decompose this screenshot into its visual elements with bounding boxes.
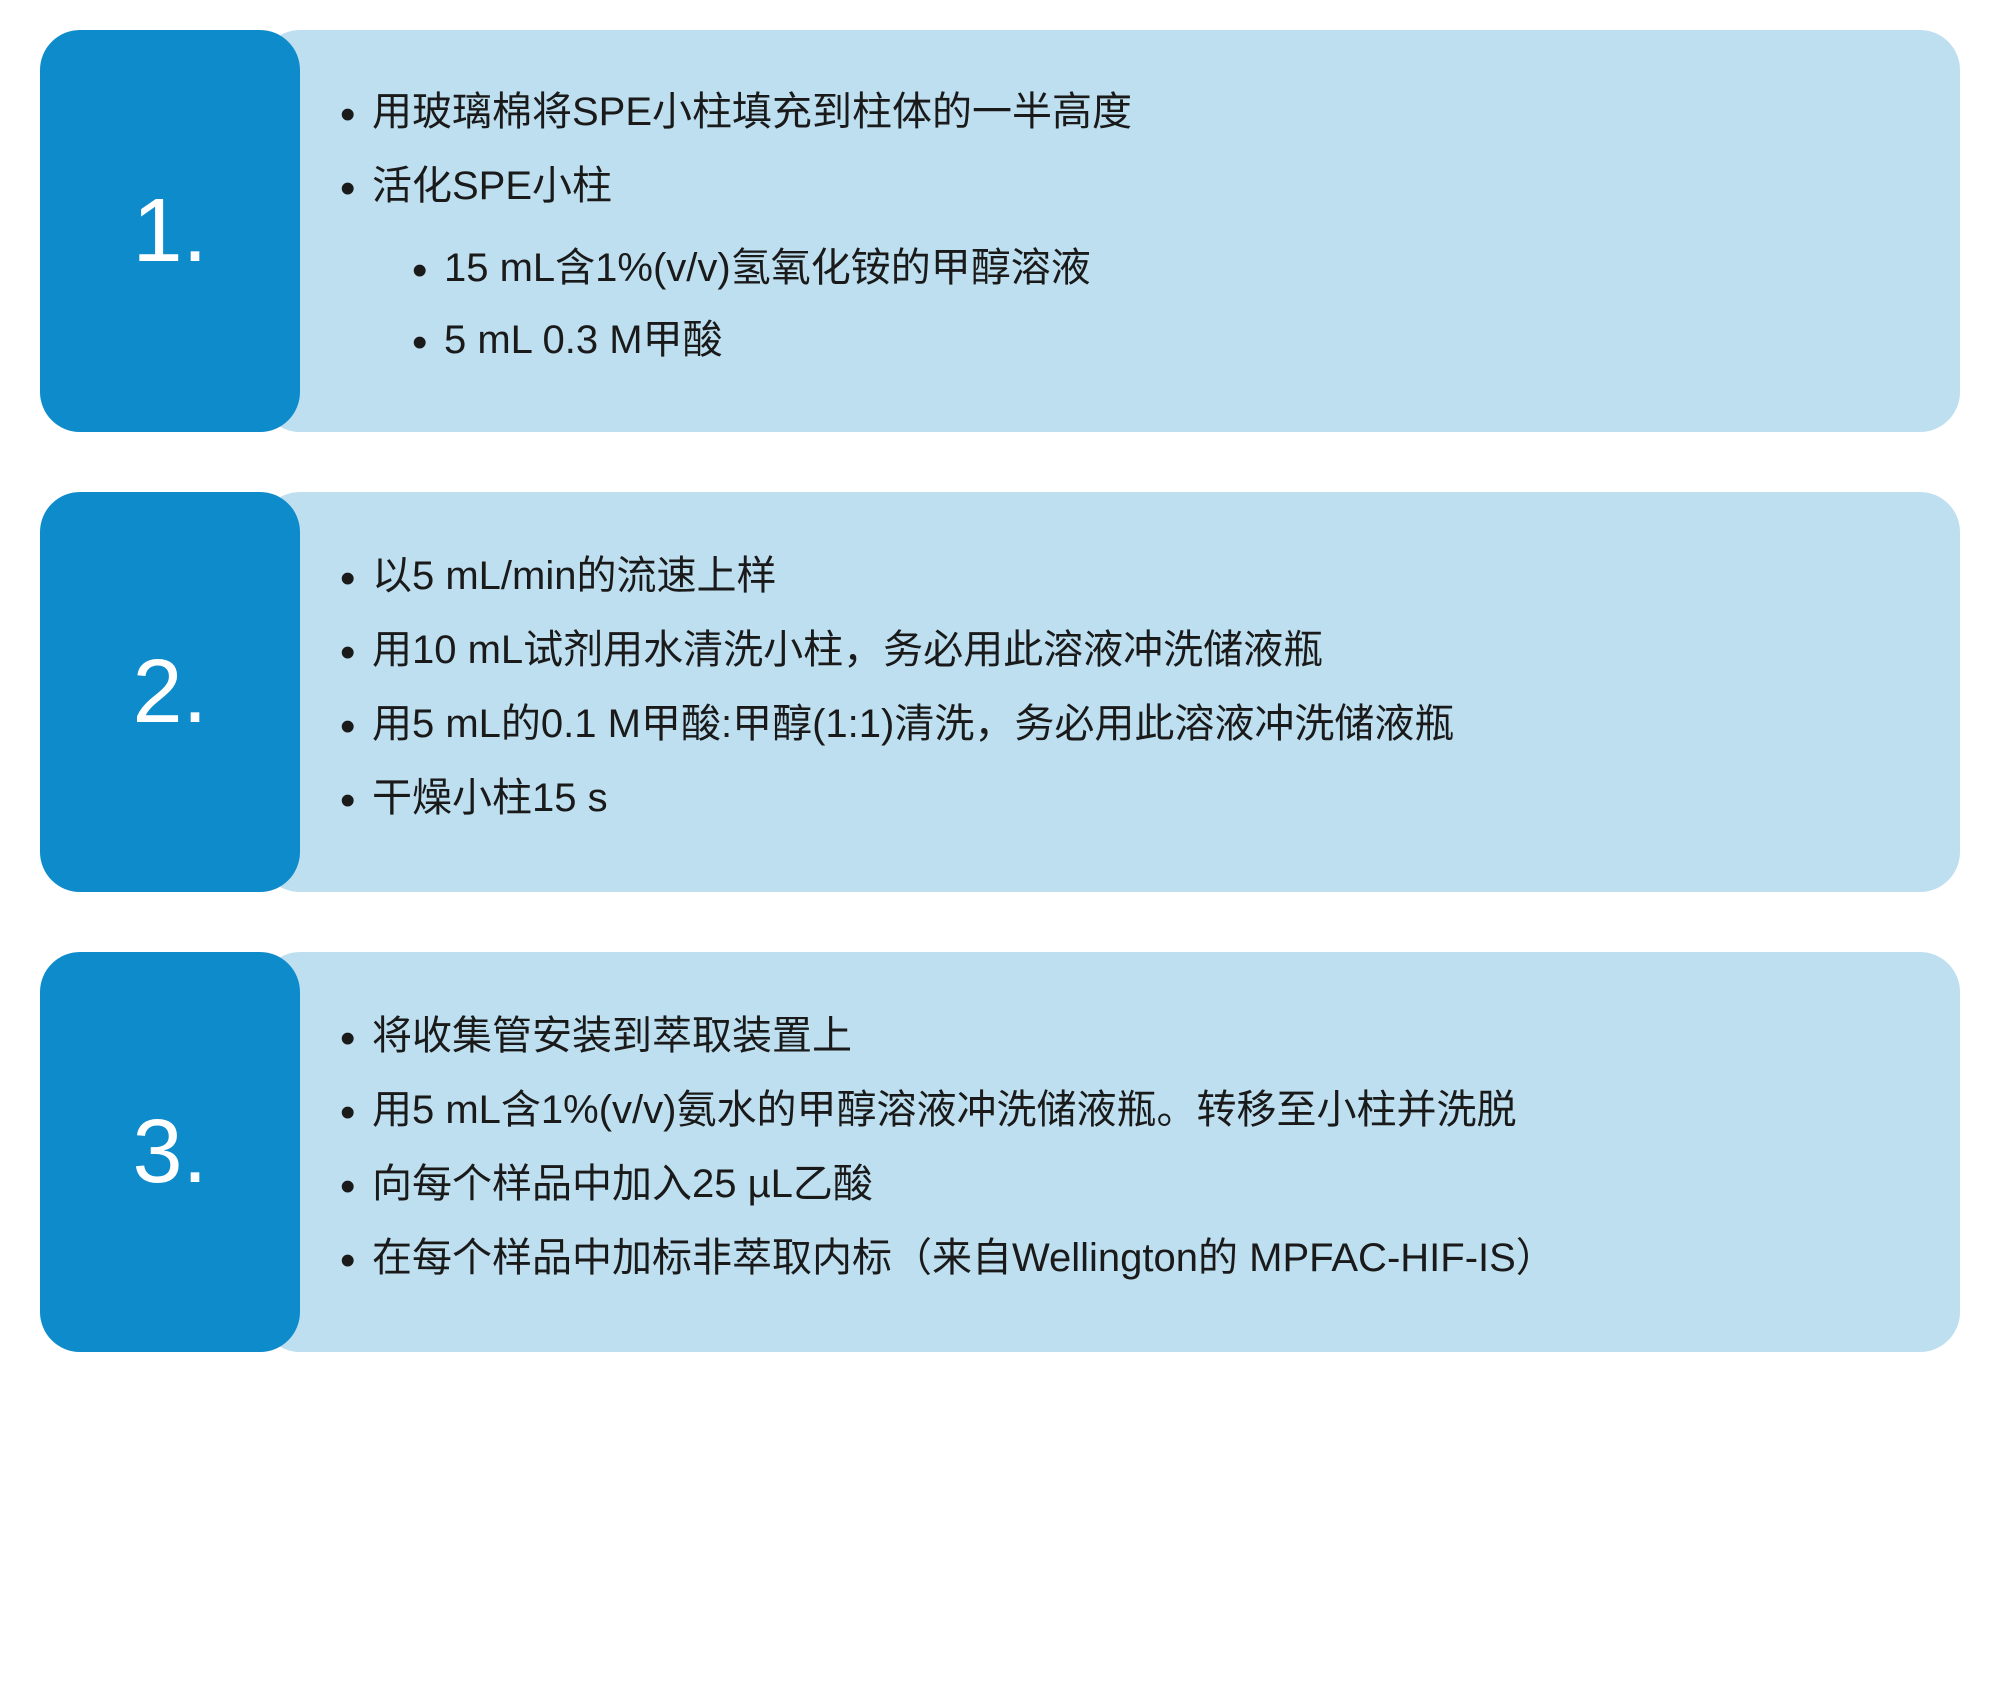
bullet-item: 用玻璃棉将SPE小柱填充到柱体的一半高度 — [340, 80, 1900, 144]
sub-bullet-item: 15 mL含1%(v/v)氢氧化铵的甲醇溶液 — [412, 236, 1900, 300]
steps-container: 1. 用玻璃棉将SPE小柱填充到柱体的一半高度活化SPE小柱 15 mL含1%(v/… — [40, 30, 1960, 1352]
bullet-item: 干燥小柱15 s — [340, 766, 1900, 830]
bullet-text: 在每个样品中加标非萃取内标（来自Wellington的 MPFAC-HIF-IS… — [372, 1236, 1556, 1280]
bullet-text: 干燥小柱15 s — [372, 776, 608, 820]
step-row: 3. 将收集管安装到萃取装置上用5 mL含1%(v/v)氨水的甲醇溶液冲洗储液瓶。… — [40, 952, 1960, 1352]
step-row: 2. 以5 mL/min的流速上样用10 mL试剂用水清洗小柱，务必用此溶液冲洗储… — [40, 492, 1960, 892]
bullet-text: 用5 mL含1%(v/v)氨水的甲醇溶液冲洗储液瓶。转移至小柱并洗脱 — [372, 1088, 1517, 1132]
step-row: 1. 用玻璃棉将SPE小柱填充到柱体的一半高度活化SPE小柱 15 mL含1%(v/… — [40, 30, 1960, 432]
bullet-text: 用10 mL试剂用水清洗小柱，务必用此溶液冲洗储液瓶 — [372, 628, 1323, 672]
step-content: 用玻璃棉将SPE小柱填充到柱体的一半高度活化SPE小柱 15 mL含1%(v/v)… — [260, 30, 1960, 432]
bullet-item: 以5 mL/min的流速上样 — [340, 544, 1900, 608]
bullet-text: 活化SPE小柱 — [372, 164, 612, 208]
sub-bullet-text: 5 mL 0.3 M甲酸 — [444, 318, 723, 362]
step-number: 1. — [40, 30, 300, 432]
step-number: 3. — [40, 952, 300, 1352]
step-number-label: 1. — [132, 180, 207, 283]
sub-list: 15 mL含1%(v/v)氢氧化铵的甲醇溶液 5 mL 0.3 M甲酸 — [412, 236, 1900, 372]
step-content: 将收集管安装到萃取装置上用5 mL含1%(v/v)氨水的甲醇溶液冲洗储液瓶。转移… — [260, 952, 1960, 1352]
bullet-list: 以5 mL/min的流速上样用10 mL试剂用水清洗小柱，务必用此溶液冲洗储液瓶… — [340, 544, 1900, 840]
bullet-item: 活化SPE小柱 15 mL含1%(v/v)氢氧化铵的甲醇溶液 5 mL 0.3 M甲… — [340, 154, 1900, 372]
bullet-list: 用玻璃棉将SPE小柱填充到柱体的一半高度活化SPE小柱 15 mL含1%(v/v)… — [340, 80, 1900, 382]
bullet-item: 用10 mL试剂用水清洗小柱，务必用此溶液冲洗储液瓶 — [340, 618, 1900, 682]
step-number: 2. — [40, 492, 300, 892]
step-number-label: 2. — [132, 641, 207, 744]
bullet-item: 用5 mL的0.1 M甲酸:甲醇(1:1)清洗，务必用此溶液冲洗储液瓶 — [340, 692, 1900, 756]
sub-bullet-text: 15 mL含1%(v/v)氢氧化铵的甲醇溶液 — [444, 246, 1091, 290]
sub-bullet-item: 5 mL 0.3 M甲酸 — [412, 308, 1900, 372]
bullet-list: 将收集管安装到萃取装置上用5 mL含1%(v/v)氨水的甲醇溶液冲洗储液瓶。转移… — [340, 1004, 1900, 1300]
bullet-item: 向每个样品中加入25 µL乙酸 — [340, 1152, 1900, 1216]
bullet-text: 将收集管安装到萃取装置上 — [372, 1014, 852, 1058]
bullet-text: 以5 mL/min的流速上样 — [372, 554, 777, 598]
step-content: 以5 mL/min的流速上样用10 mL试剂用水清洗小柱，务必用此溶液冲洗储液瓶… — [260, 492, 1960, 892]
bullet-text: 向每个样品中加入25 µL乙酸 — [372, 1162, 873, 1206]
bullet-item: 用5 mL含1%(v/v)氨水的甲醇溶液冲洗储液瓶。转移至小柱并洗脱 — [340, 1078, 1900, 1142]
bullet-item: 将收集管安装到萃取装置上 — [340, 1004, 1900, 1068]
bullet-text: 用5 mL的0.1 M甲酸:甲醇(1:1)清洗，务必用此溶液冲洗储液瓶 — [372, 702, 1454, 746]
bullet-item: 在每个样品中加标非萃取内标（来自Wellington的 MPFAC-HIF-IS… — [340, 1226, 1900, 1290]
step-number-label: 3. — [132, 1101, 207, 1204]
bullet-text: 用玻璃棉将SPE小柱填充到柱体的一半高度 — [372, 90, 1132, 134]
